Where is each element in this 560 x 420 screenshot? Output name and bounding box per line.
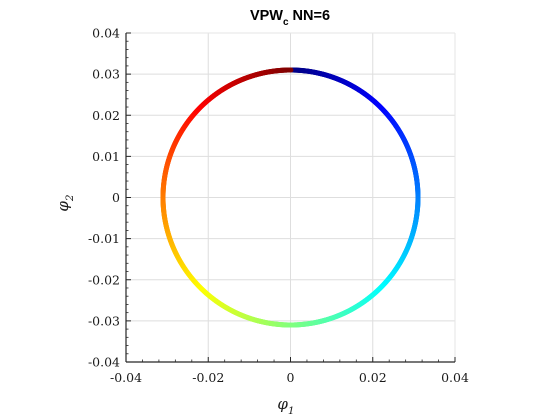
y-tick-label: 0 [112,190,120,205]
y-tick-label: 0.01 [92,149,120,164]
y-axis-label: φ2 [54,194,76,212]
chart-title: VPWc NN=6 [250,8,330,28]
x-tick-label: -0.04 [110,370,142,385]
x-tick-label: 0.02 [359,370,387,385]
y-tick-label: -0.04 [88,355,120,370]
x-tick-label: 0 [287,370,295,385]
y-tick-label: 0.04 [92,26,120,41]
axes [125,32,456,363]
x-tick-label: 0.04 [441,370,469,385]
y-tick-label: -0.03 [88,313,120,328]
x-axis-label: φ1 [277,395,294,417]
y-tick-label: -0.01 [88,231,120,246]
tick-labels: -0.04 -0.02 0 0.02 0.04 -0.04 -0.03 -0.02 -0.01 0… [88,26,469,386]
y-tick-label: 0.03 [92,67,120,82]
y-tick-label: 0.02 [92,108,120,123]
y-tick-label: -0.02 [88,272,120,287]
grid-lines [126,33,455,362]
data-series [160,67,421,328]
x-tick-label: -0.02 [192,370,224,385]
